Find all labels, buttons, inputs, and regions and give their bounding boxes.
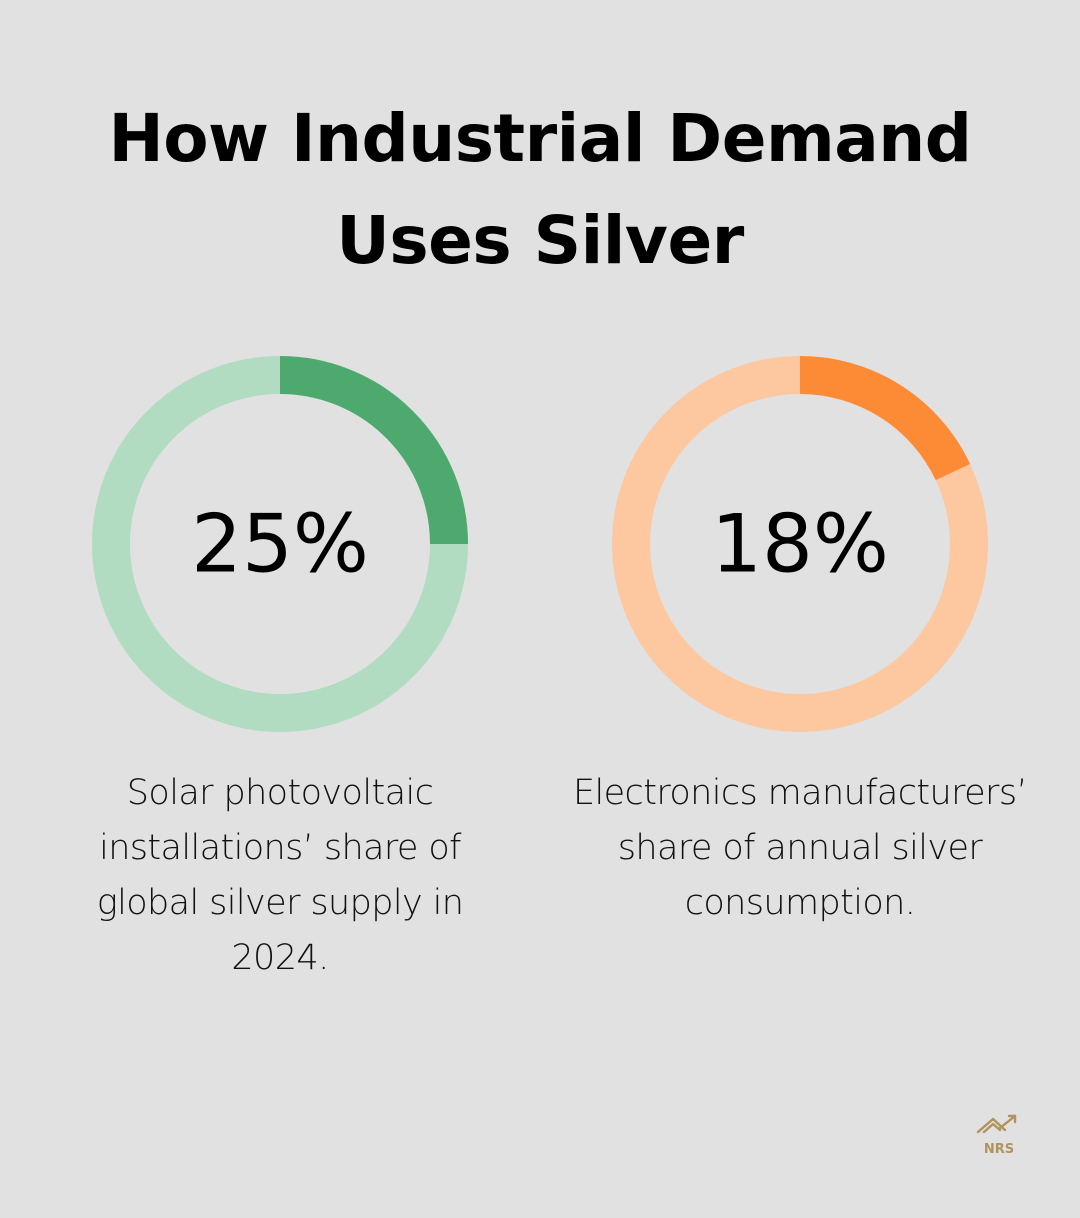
- page-title: How Industrial Demand Uses Silver: [40, 88, 1040, 292]
- title-line-1: How Industrial Demand: [108, 100, 972, 177]
- logo-text: NRS: [984, 1142, 1014, 1156]
- electronics-donut-arc: [799, 356, 971, 481]
- solar-donut-arc: [279, 356, 468, 545]
- electronics-description: Electronics manufacturers’ share of annu…: [572, 773, 1028, 923]
- electronics-percentage-label: 18%: [711, 498, 889, 591]
- solar-description: Solar photovoltaic installations’ share …: [96, 773, 464, 978]
- solar-stat-card: 25% Solar photovoltaic installations’ sh…: [40, 350, 520, 986]
- title-line-2: Uses Silver: [336, 202, 744, 279]
- house-arrow-icon: [976, 1114, 1017, 1134]
- solar-donut-chart: 25%: [92, 356, 468, 732]
- nrs-logo: NRS: [976, 1114, 1017, 1156]
- electronics-donut-chart: 18%: [612, 356, 988, 732]
- electronics-stat-card: 18% Electronics manufacturers’ share of …: [560, 350, 1040, 931]
- solar-percentage-label: 25%: [191, 498, 369, 591]
